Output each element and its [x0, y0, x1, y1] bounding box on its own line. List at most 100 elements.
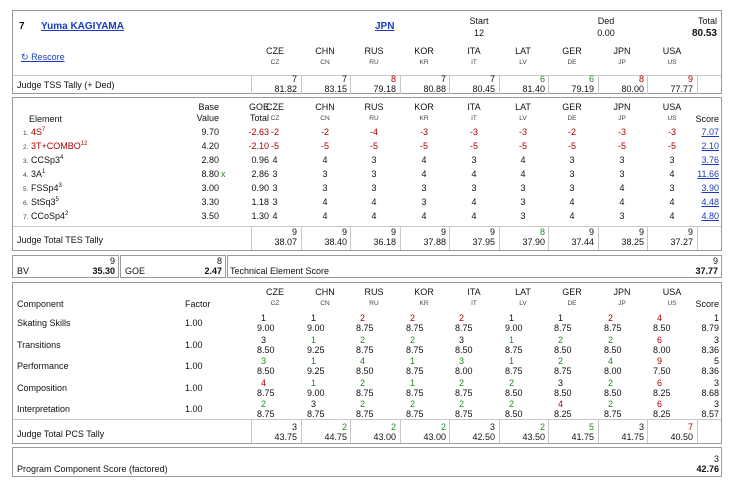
judge-goe-de: 3 — [569, 155, 575, 165]
judge-goe-jp: 3 — [619, 211, 625, 221]
judge-mark-kr: 8.75 — [406, 409, 424, 419]
judge-rank-kr: 1 — [410, 377, 416, 388]
pcs_tally-rank-8: 7 — [687, 422, 693, 432]
rescore-link[interactable]: ↻ Rescore — [21, 52, 65, 63]
judge-code-cz: CZE — [266, 102, 284, 112]
judge-rank-de: 4 — [558, 399, 564, 409]
judge-mark-jp: 8.00 — [604, 366, 622, 376]
bv-rank: 9 — [109, 256, 115, 266]
element-score-link[interactable]: 4.80 — [701, 211, 719, 221]
component-score: 8.36 — [701, 366, 719, 376]
judge-code-kr: KOR — [414, 46, 434, 56]
base-value: 2.80 — [201, 155, 219, 165]
skater-name-link[interactable]: Yuma KAGIYAMA — [41, 21, 124, 32]
judge-sub-us: US — [667, 300, 677, 307]
tss-score-1: 83.15 — [324, 84, 347, 94]
element-number: 2. — [23, 144, 29, 151]
refresh-icon: ↻ — [21, 52, 29, 62]
element-score-link[interactable]: 2.10 — [701, 141, 719, 151]
judge-code-de: GER — [562, 287, 582, 297]
component-rank: 3 — [713, 377, 719, 388]
judge-mark-it: 8.75 — [455, 323, 473, 333]
judge-mark-de: 8.50 — [554, 387, 572, 398]
judge-rank-cn: 3 — [311, 399, 317, 409]
tes_tally-score-4: 37.95 — [472, 237, 495, 247]
judge-goe-de: -2 — [567, 127, 576, 137]
component-header: Component — [17, 299, 64, 309]
judge-goe-cn: 4 — [322, 211, 328, 221]
component-score: 8.68 — [701, 387, 719, 398]
judge-sub-de: DE — [567, 59, 577, 66]
judge-mark-it: 8.75 — [455, 387, 473, 398]
judge-goe-cz: 4 — [272, 211, 278, 221]
tss-score-6: 79.19 — [571, 84, 594, 94]
component-name: Transitions — [17, 339, 61, 350]
judge-goe-lv: -3 — [518, 127, 527, 137]
element-name: CCoSp42 — [31, 211, 69, 221]
tes_tally-score-0: 38.07 — [274, 237, 297, 247]
nation-link[interactable]: JPN — [375, 21, 395, 32]
pcs_tally-rank-5: 2 — [539, 422, 545, 432]
judge-rank-lv: 2 — [509, 399, 515, 409]
judge-code-jp: JPN — [613, 287, 631, 297]
judge-rank-it: 2 — [459, 399, 465, 409]
judge-rank-cn: 1 — [311, 334, 317, 345]
tss-rank-3: 7 — [440, 74, 446, 84]
late-bonus-marker: x — [221, 169, 226, 179]
element-score-link[interactable]: 4.48 — [701, 197, 719, 207]
judge-rank-jp: 2 — [608, 313, 614, 323]
element-name: 3T+COMBO12 — [31, 141, 88, 151]
rank-number: 7 — [19, 21, 25, 32]
pcs_tally-rank-0: 3 — [291, 422, 297, 432]
total-value: 80.53 — [691, 28, 717, 39]
element-name: StSq35 — [31, 197, 59, 207]
judge-sub-jp: JP — [618, 115, 626, 122]
pcs-summary-label: Program Component Score (factored) — [17, 464, 168, 474]
element-score-link[interactable]: 3.90 — [701, 183, 719, 193]
judge-mark-lv: 8.50 — [505, 387, 523, 398]
judge-mark-it: 8.75 — [455, 409, 473, 419]
tes_tally-rank-1: 9 — [341, 227, 347, 237]
judge-mark-lv: 8.75 — [505, 344, 523, 355]
tes_tally-score-3: 37.88 — [423, 237, 446, 247]
component-factor: 1.00 — [185, 382, 203, 393]
judge-sub-jp: JP — [618, 59, 626, 66]
elements-panel: Base Value GOE Total Element Score CZE CZ CH… — [12, 97, 722, 251]
pcs_tally-score-2: 43.00 — [373, 432, 396, 442]
base-value: 8.80 — [201, 169, 219, 179]
bv-label: BV — [17, 266, 30, 276]
tss-rank-5: 6 — [539, 74, 545, 84]
pcs_tally-rank-4: 3 — [489, 422, 495, 432]
element-score-link[interactable]: 7.07 — [701, 127, 719, 137]
tes_tally-score-5: 37.90 — [522, 237, 545, 247]
judge-rank-it: 3 — [459, 356, 465, 366]
tss-score-7: 80.00 — [621, 84, 644, 94]
pcs-tally-label: Judge Total PCS Tally — [17, 429, 105, 439]
judge-mark-us: 8.50 — [653, 323, 671, 333]
ded-label: Ded — [597, 16, 615, 26]
component-rank: 1 — [713, 313, 719, 323]
goe-total: 0.90 — [251, 183, 269, 193]
judge-mark-ru: 8.75 — [356, 409, 374, 419]
base-value: 3.30 — [201, 197, 219, 207]
element-score-link[interactable]: 3.76 — [701, 155, 719, 165]
judge-sub-us: US — [667, 59, 677, 66]
score-header: Score — [695, 114, 719, 124]
judge-code-ru: RUS — [364, 102, 384, 112]
bv-value: 35.30 — [92, 266, 115, 276]
element-score-link[interactable]: 11.66 — [697, 169, 719, 179]
goe-total: 0.96 — [251, 155, 269, 165]
element-number: 1. — [23, 130, 29, 137]
start-label: Start — [469, 16, 489, 26]
base-value: 4.20 — [201, 141, 219, 151]
factor-header: Factor — [185, 299, 211, 309]
judge-goe-ru: 4 — [371, 197, 377, 207]
goe-value: 2.47 — [204, 266, 222, 276]
judge-goe-cz: -5 — [270, 141, 279, 151]
tes_tally-score-8: 37.27 — [670, 237, 693, 247]
judge-mark-lv: 9.00 — [505, 323, 523, 333]
judge-rank-jp: 2 — [608, 399, 614, 409]
judge-code-it: ITA — [467, 102, 481, 112]
judge-goe-kr: -3 — [419, 127, 428, 137]
judge-rank-kr: 2 — [410, 313, 416, 323]
